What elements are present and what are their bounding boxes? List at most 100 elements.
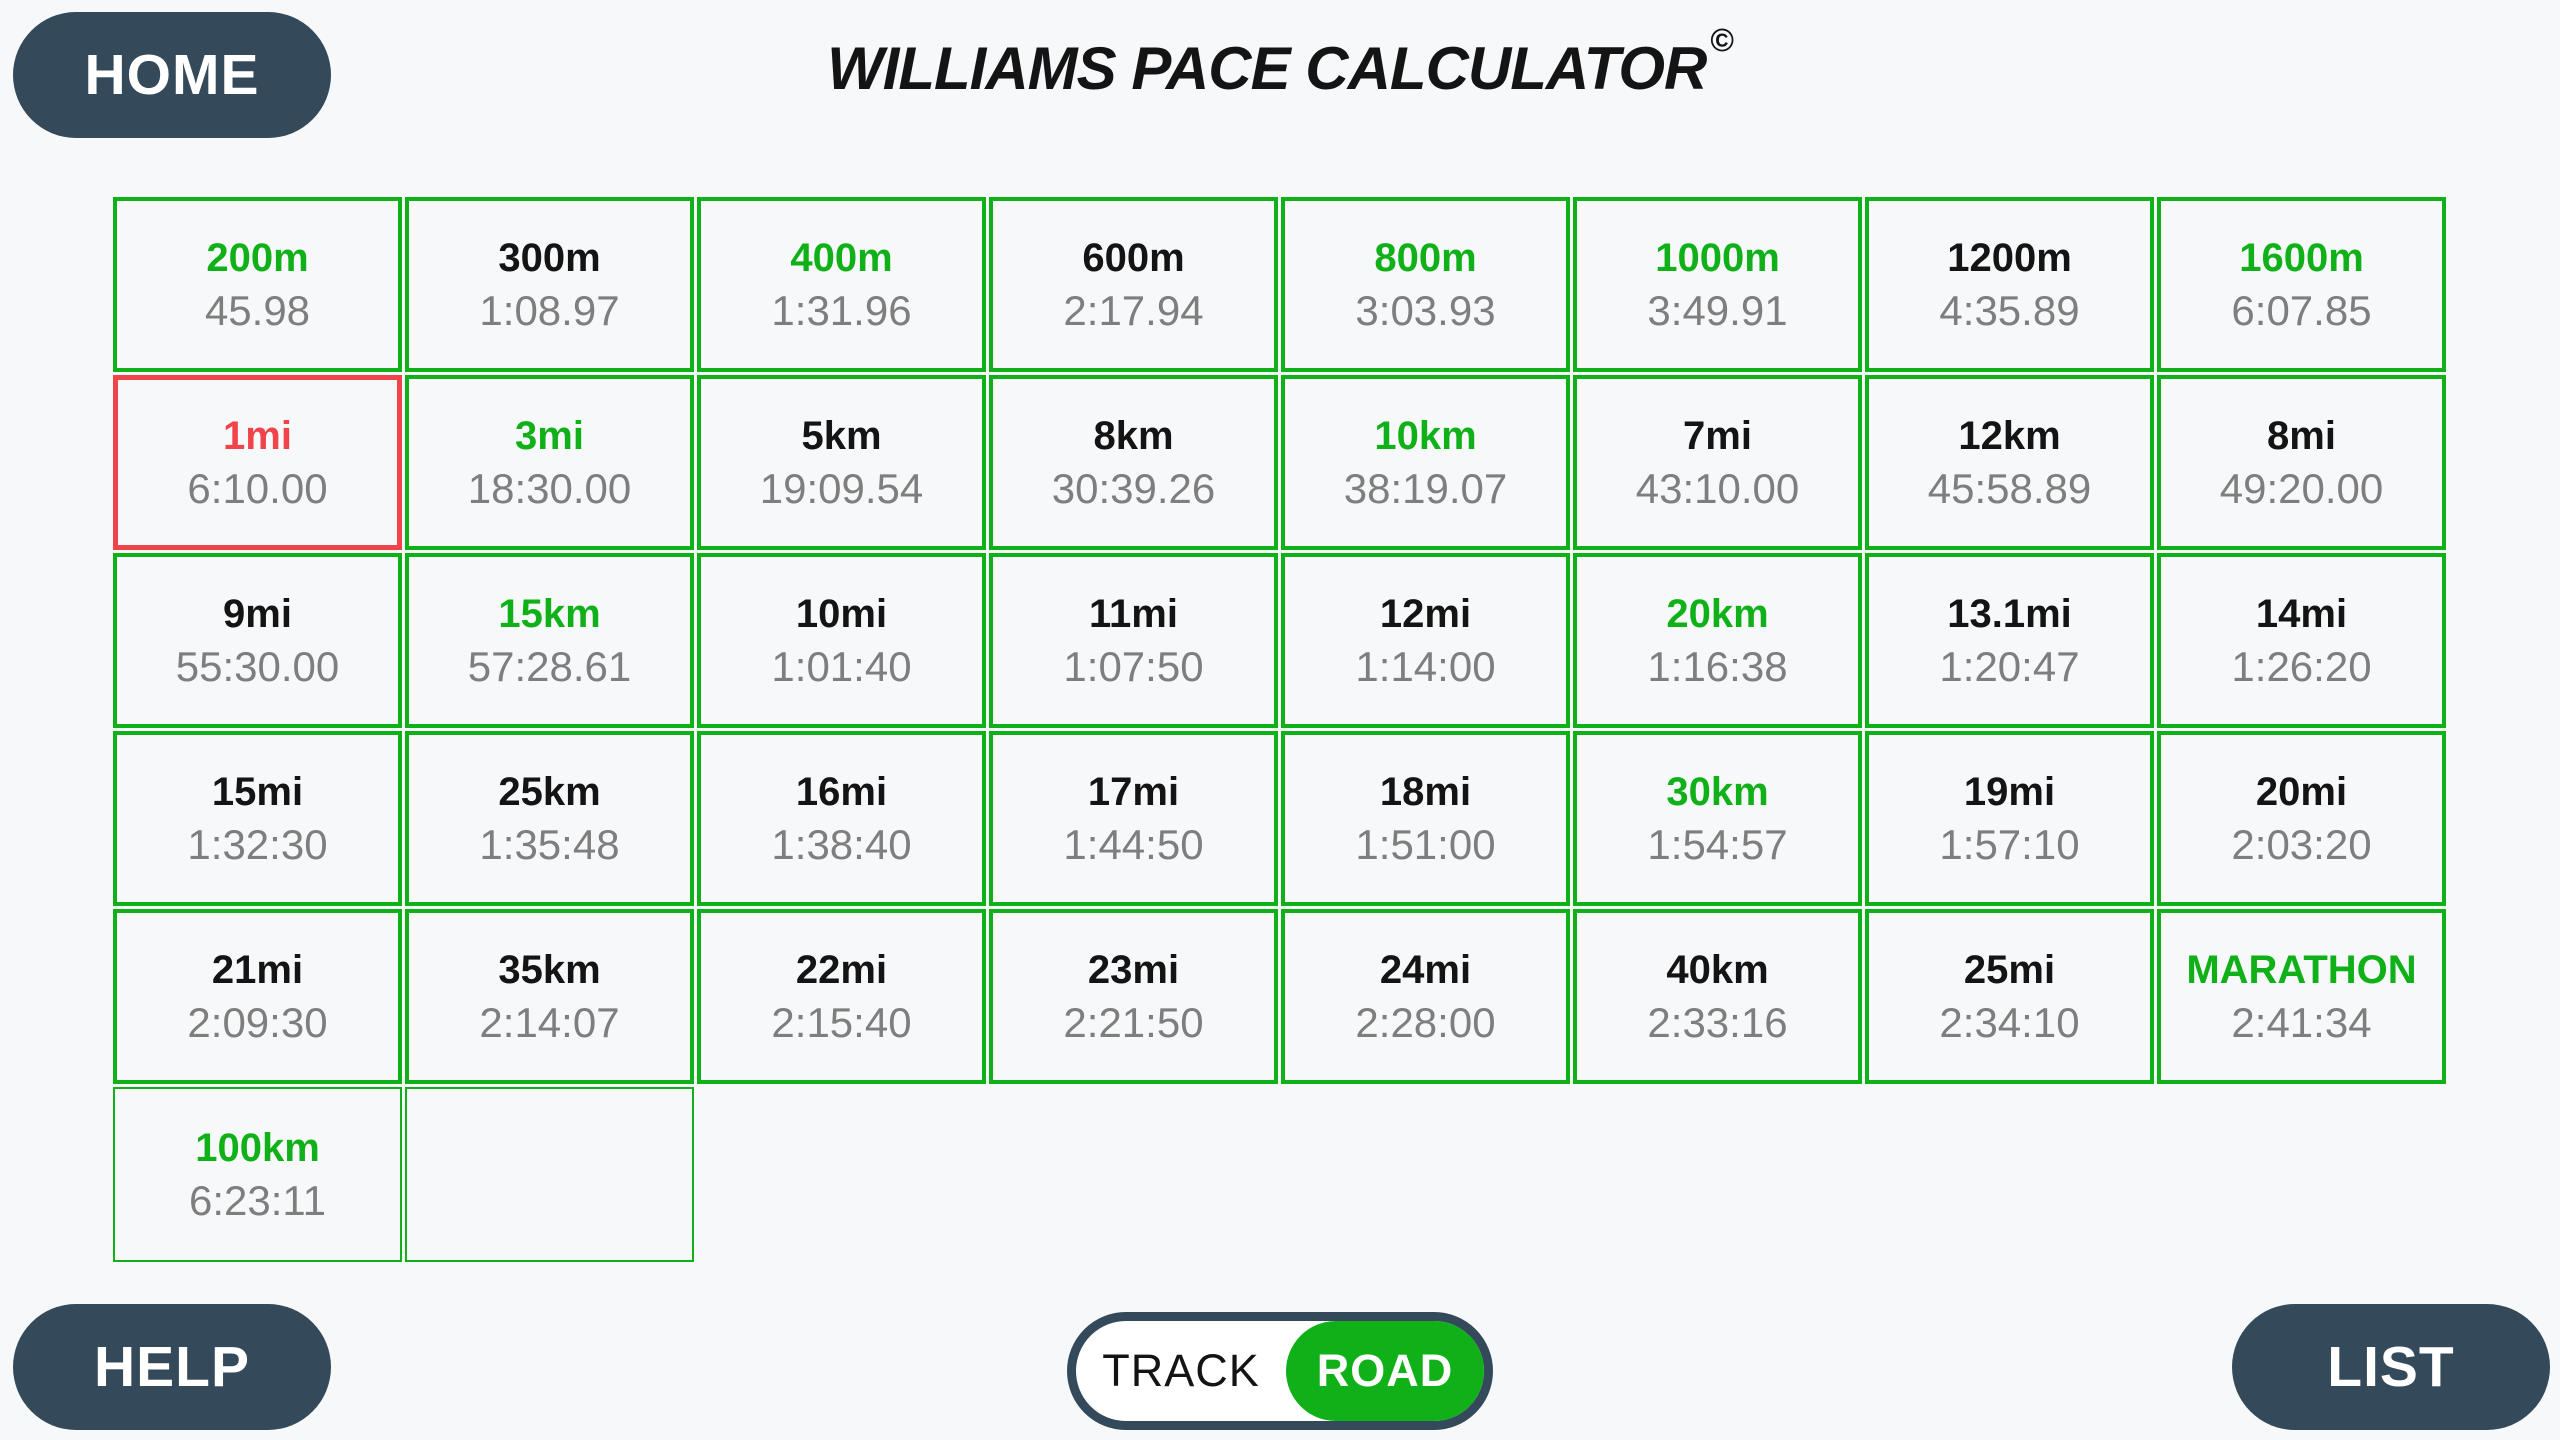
pace-cell-12km[interactable]: 12km 45:58.89 (1865, 375, 2154, 550)
pace-time: 6:23:11 (188, 1176, 326, 1224)
pace-time: 2:17.94 (1063, 286, 1204, 334)
pace-cell-20mi[interactable]: 20mi 2:03:20 (2157, 731, 2446, 906)
pace-cell-15km[interactable]: 15km 57:28.61 (405, 553, 694, 728)
distance-label: 800m (1374, 235, 1477, 280)
page-title-text: WILLIAMS PACE CALCULATOR (827, 35, 1707, 102)
pace-cell-35km[interactable]: 35km 2:14:07 (405, 909, 694, 1084)
distance-label: 12km (1958, 413, 2061, 458)
pace-cell-21mi[interactable]: 21mi 2:09:30 (113, 909, 402, 1084)
pace-time: 1:26:20 (2231, 642, 2372, 690)
pace-cell-16mi[interactable]: 16mi 1:38:40 (697, 731, 986, 906)
distance-label: 25mi (1963, 947, 2056, 992)
pace-cell-8mi[interactable]: 8mi 49:20.00 (2157, 375, 2446, 550)
pace-time: 1:38:40 (771, 820, 912, 868)
pace-time: 38:19.07 (1343, 464, 1508, 512)
distance-label: 15mi (211, 769, 304, 814)
pace-cell-12mi[interactable]: 12mi 1:14:00 (1281, 553, 1570, 728)
distance-label: 30km (1666, 769, 1769, 814)
pace-cell-20km[interactable]: 20km 1:16:38 (1573, 553, 1862, 728)
pace-cell-22mi[interactable]: 22mi 2:15:40 (697, 909, 986, 1084)
pace-cell-3mi[interactable]: 3mi 18:30.00 (405, 375, 694, 550)
pace-time: 1:16:38 (1647, 642, 1788, 690)
pace-cell-17mi[interactable]: 17mi 1:44:50 (989, 731, 1278, 906)
distance-label: 11mi (1089, 591, 1178, 636)
pace-time: 1:07:50 (1063, 642, 1204, 690)
pace-cell-19mi[interactable]: 19mi 1:57:10 (1865, 731, 2154, 906)
distance-label: 100km (195, 1125, 320, 1170)
distance-label: 600m (1082, 235, 1185, 280)
pace-time: 19:09.54 (759, 464, 924, 512)
pace-cell-15mi[interactable]: 15mi 1:32:30 (113, 731, 402, 906)
page-title: WILLIAMS PACE CALCULATOR © (0, 22, 2560, 103)
pace-time: 55:30.00 (175, 642, 340, 690)
distance-label: 10km (1374, 413, 1477, 458)
pace-time: 2:15:40 (771, 998, 912, 1046)
pace-time: 1:54:57 (1647, 820, 1788, 868)
pace-time: 1:31.96 (771, 286, 912, 334)
distance-label: 16mi (795, 769, 888, 814)
pace-cell-600m[interactable]: 600m 2:17.94 (989, 197, 1278, 372)
pace-time: 2:28:00 (1355, 998, 1496, 1046)
pace-cell-30km[interactable]: 30km 1:54:57 (1573, 731, 1862, 906)
pace-cell-800m[interactable]: 800m 3:03.93 (1281, 197, 1570, 372)
pace-cell-25km[interactable]: 25km 1:35:48 (405, 731, 694, 906)
pace-time: 1:44:50 (1063, 820, 1204, 868)
distance-label: 25km (498, 769, 601, 814)
pace-cell-25mi[interactable]: 25mi 2:34:10 (1865, 909, 2154, 1084)
pace-cell-7mi[interactable]: 7mi 43:10.00 (1573, 375, 1862, 550)
pace-time: 2:41:34 (2231, 998, 2372, 1046)
pace-time: 4:35.89 (1939, 286, 2080, 334)
home-button[interactable]: HOME (13, 12, 331, 138)
pace-time: 1:14:00 (1355, 642, 1496, 690)
pace-cell-24mi[interactable]: 24mi 2:28:00 (1281, 909, 1570, 1084)
pace-cell-empty (405, 1087, 694, 1262)
toggle-option-track[interactable]: TRACK (1102, 1345, 1260, 1396)
pace-cell-10mi[interactable]: 10mi 1:01:40 (697, 553, 986, 728)
track-road-toggle[interactable]: TRACK ROAD (1067, 1312, 1493, 1430)
pace-cell-marathon[interactable]: MARATHON 2:41:34 (2157, 909, 2446, 1084)
pace-cell-200m[interactable]: 200m 45.98 (113, 197, 402, 372)
list-button[interactable]: LIST (2232, 1304, 2550, 1430)
toggle-option-road[interactable]: ROAD (1286, 1321, 1484, 1421)
pace-time: 1:57:10 (1939, 820, 2080, 868)
distance-label: 15km (498, 591, 601, 636)
pace-cell-1mi[interactable]: 1mi 6:10.00 (113, 375, 402, 550)
pace-time: 1:32:30 (187, 820, 328, 868)
pace-cell-1600m[interactable]: 1600m 6:07.85 (2157, 197, 2446, 372)
distance-label: 23mi (1087, 947, 1180, 992)
pace-cell-18mi[interactable]: 18mi 1:51:00 (1281, 731, 1570, 906)
pace-time: 45.98 (204, 286, 311, 334)
distance-label: 13.1mi (1947, 591, 2072, 636)
distance-label: 10mi (795, 591, 888, 636)
pace-time: 2:03:20 (2231, 820, 2372, 868)
distance-label: 1000m (1655, 235, 1780, 280)
distance-label: MARATHON (2186, 947, 2417, 992)
pace-cell-23mi[interactable]: 23mi 2:21:50 (989, 909, 1278, 1084)
pace-time: 49:20.00 (2219, 464, 2384, 512)
pace-cell-9mi[interactable]: 9mi 55:30.00 (113, 553, 402, 728)
pace-cell-1200m[interactable]: 1200m 4:35.89 (1865, 197, 2154, 372)
pace-cell-10km[interactable]: 10km 38:19.07 (1281, 375, 1570, 550)
distance-label: 300m (498, 235, 601, 280)
distance-label: 1600m (2239, 235, 2364, 280)
distance-label: 8mi (2267, 413, 2336, 458)
distance-label: 1mi (223, 413, 292, 458)
pace-cell-14mi[interactable]: 14mi 1:26:20 (2157, 553, 2446, 728)
distance-label: 21mi (211, 947, 304, 992)
pace-cell-1000m[interactable]: 1000m 3:49.91 (1573, 197, 1862, 372)
pace-cell-40km[interactable]: 40km 2:33:16 (1573, 909, 1862, 1084)
distance-label: 24mi (1379, 947, 1472, 992)
pace-cell-8km[interactable]: 8km 30:39.26 (989, 375, 1278, 550)
help-button[interactable]: HELP (13, 1304, 331, 1430)
pace-time: 43:10.00 (1635, 464, 1800, 512)
pace-cell-5km[interactable]: 5km 19:09.54 (697, 375, 986, 550)
pace-cell-100km[interactable]: 100km 6:23:11 (113, 1087, 402, 1262)
pace-time: 1:08.97 (479, 286, 620, 334)
pace-time: 3:03.93 (1355, 286, 1496, 334)
pace-time: 3:49.91 (1647, 286, 1788, 334)
pace-cell-11mi[interactable]: 11mi 1:07:50 (989, 553, 1278, 728)
pace-cell-300m[interactable]: 300m 1:08.97 (405, 197, 694, 372)
pace-cell-13.1mi[interactable]: 13.1mi 1:20:47 (1865, 553, 2154, 728)
pace-cell-400m[interactable]: 400m 1:31.96 (697, 197, 986, 372)
pace-time: 45:58.89 (1927, 464, 2092, 512)
